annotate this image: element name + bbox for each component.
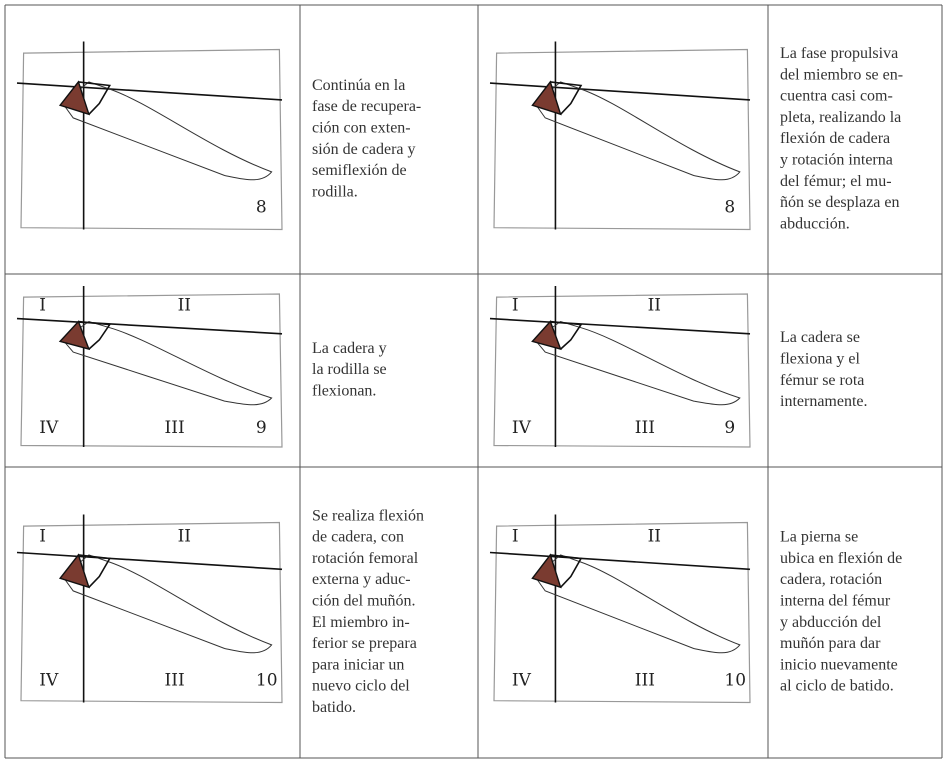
sketch-frame (20, 48, 283, 231)
cell-text-line: ferior se prepara (312, 635, 417, 652)
leg-outline (62, 320, 273, 406)
quadrant-label: I (39, 296, 46, 316)
cell-text-line: cuentra casi com- (780, 88, 893, 105)
socket (550, 320, 583, 350)
cell-text-line: La pierna se (780, 529, 858, 546)
frame-number: 9 (724, 418, 735, 438)
sketch-axis (16, 82, 283, 101)
quadrant-label: IV (512, 418, 532, 438)
cell-text-line: la rodilla se (312, 361, 387, 378)
cell-text-line: muñón para dar (780, 635, 881, 652)
sketch-frame (20, 521, 283, 704)
socket (550, 81, 583, 115)
quadrant-label: IV (512, 670, 532, 690)
stump (58, 80, 90, 116)
sketch-frame (20, 293, 283, 448)
leg-outline (62, 81, 273, 181)
leg-outline (534, 81, 741, 181)
cell-text-line: ción del muñón. (312, 593, 416, 610)
frame-number: 9 (256, 418, 267, 438)
socket (550, 554, 583, 588)
cell-text-line: batido. (312, 699, 356, 716)
cell-text-line: internamente. (780, 393, 868, 410)
cell-text-line: sión de cadera y (312, 141, 416, 158)
quadrant-label: I (39, 526, 46, 546)
quadrant-label: IV (39, 418, 59, 438)
cell-text-line: Continúa en la (312, 77, 405, 94)
sketch-axis (16, 317, 283, 335)
cell-text-line: flexionan. (312, 382, 376, 399)
leg-outline (62, 554, 273, 654)
cell-text-line: al ciclo de batido. (780, 678, 894, 695)
quadrant-label: II (648, 526, 661, 546)
cell-text-line: pleta, realizando la (780, 109, 901, 126)
cell-text-line: El miembro in- (312, 614, 410, 631)
socket (78, 554, 112, 588)
cell-text-line: y rotación interna (780, 151, 893, 168)
sketch: 8 (489, 41, 751, 231)
quadrant-label: I (512, 296, 519, 316)
cell-text-line: del fémur; el mu- (780, 173, 892, 190)
leg-outline (534, 554, 741, 654)
quadrant-label: III (165, 670, 185, 690)
quadrant-label: IV (39, 670, 59, 690)
sketch-axis (489, 317, 751, 335)
sketch-axis (489, 82, 751, 101)
stump (531, 320, 562, 351)
cell-text-line: La fase propulsiva (780, 45, 898, 62)
cell-text-line: para iniciar un (312, 656, 404, 673)
frame-number: 8 (256, 197, 267, 217)
cell-text-line: rotación femoral (312, 550, 419, 567)
cell-text-line: ción con exten- (312, 120, 411, 137)
stump (531, 553, 562, 589)
sketch: 8 (16, 41, 283, 231)
sketch-frame (493, 48, 751, 231)
sketch-axis (489, 551, 751, 571)
cell-text-line: cadera, rotación (780, 571, 882, 588)
cell-text-line: rodilla. (312, 183, 358, 200)
quadrant-label: III (635, 670, 655, 690)
cell-text-line: de cadera, con (312, 529, 404, 546)
leg-outline (534, 320, 741, 406)
quadrant-label: III (165, 418, 185, 438)
cell-text-line: interna del fémur (780, 593, 891, 610)
quadrant-label: II (178, 296, 191, 316)
frame-number: 10 (256, 670, 278, 690)
sketch-frame (493, 293, 751, 448)
cell-text-line: externa y aduc- (312, 571, 411, 588)
quadrant-label: II (178, 526, 191, 546)
cell-text-line: ubica en flexión de (780, 550, 902, 567)
sketch-axis (16, 551, 283, 571)
cell-text-line: semiflexión de (312, 162, 407, 179)
stump (58, 553, 90, 589)
cell-text-line: Se realiza flexión (312, 507, 424, 524)
cell-text-line: del miembro se en- (780, 66, 903, 83)
quadrant-label: II (648, 296, 661, 316)
cell-text-line: fase de recupera- (312, 98, 421, 115)
quadrant-label: I (512, 526, 519, 546)
frame-number: 10 (724, 670, 746, 690)
cell-text-line: inicio nuevamente (780, 656, 898, 673)
cell-text-line: nuevo ciclo del (312, 678, 410, 695)
cell-text-line: flexión de cadera (780, 130, 890, 147)
cell-text-line: fémur se rota (780, 372, 864, 389)
sketch-frame (493, 521, 751, 704)
stump (531, 80, 562, 116)
socket (78, 320, 112, 350)
frame-number: 8 (724, 197, 735, 217)
socket (78, 81, 112, 115)
stump (58, 320, 91, 351)
cell-text-line: flexiona y el (780, 351, 861, 368)
cell-text-line: La cadera se (780, 329, 860, 346)
cell-text-line: La cadera y (312, 340, 387, 357)
quadrant-label: III (635, 418, 655, 438)
cell-text-line: ñón se desplaza en (780, 194, 900, 211)
cell-text-line: y abducción del (780, 614, 882, 631)
cell-text-line: abducción. (780, 215, 850, 232)
